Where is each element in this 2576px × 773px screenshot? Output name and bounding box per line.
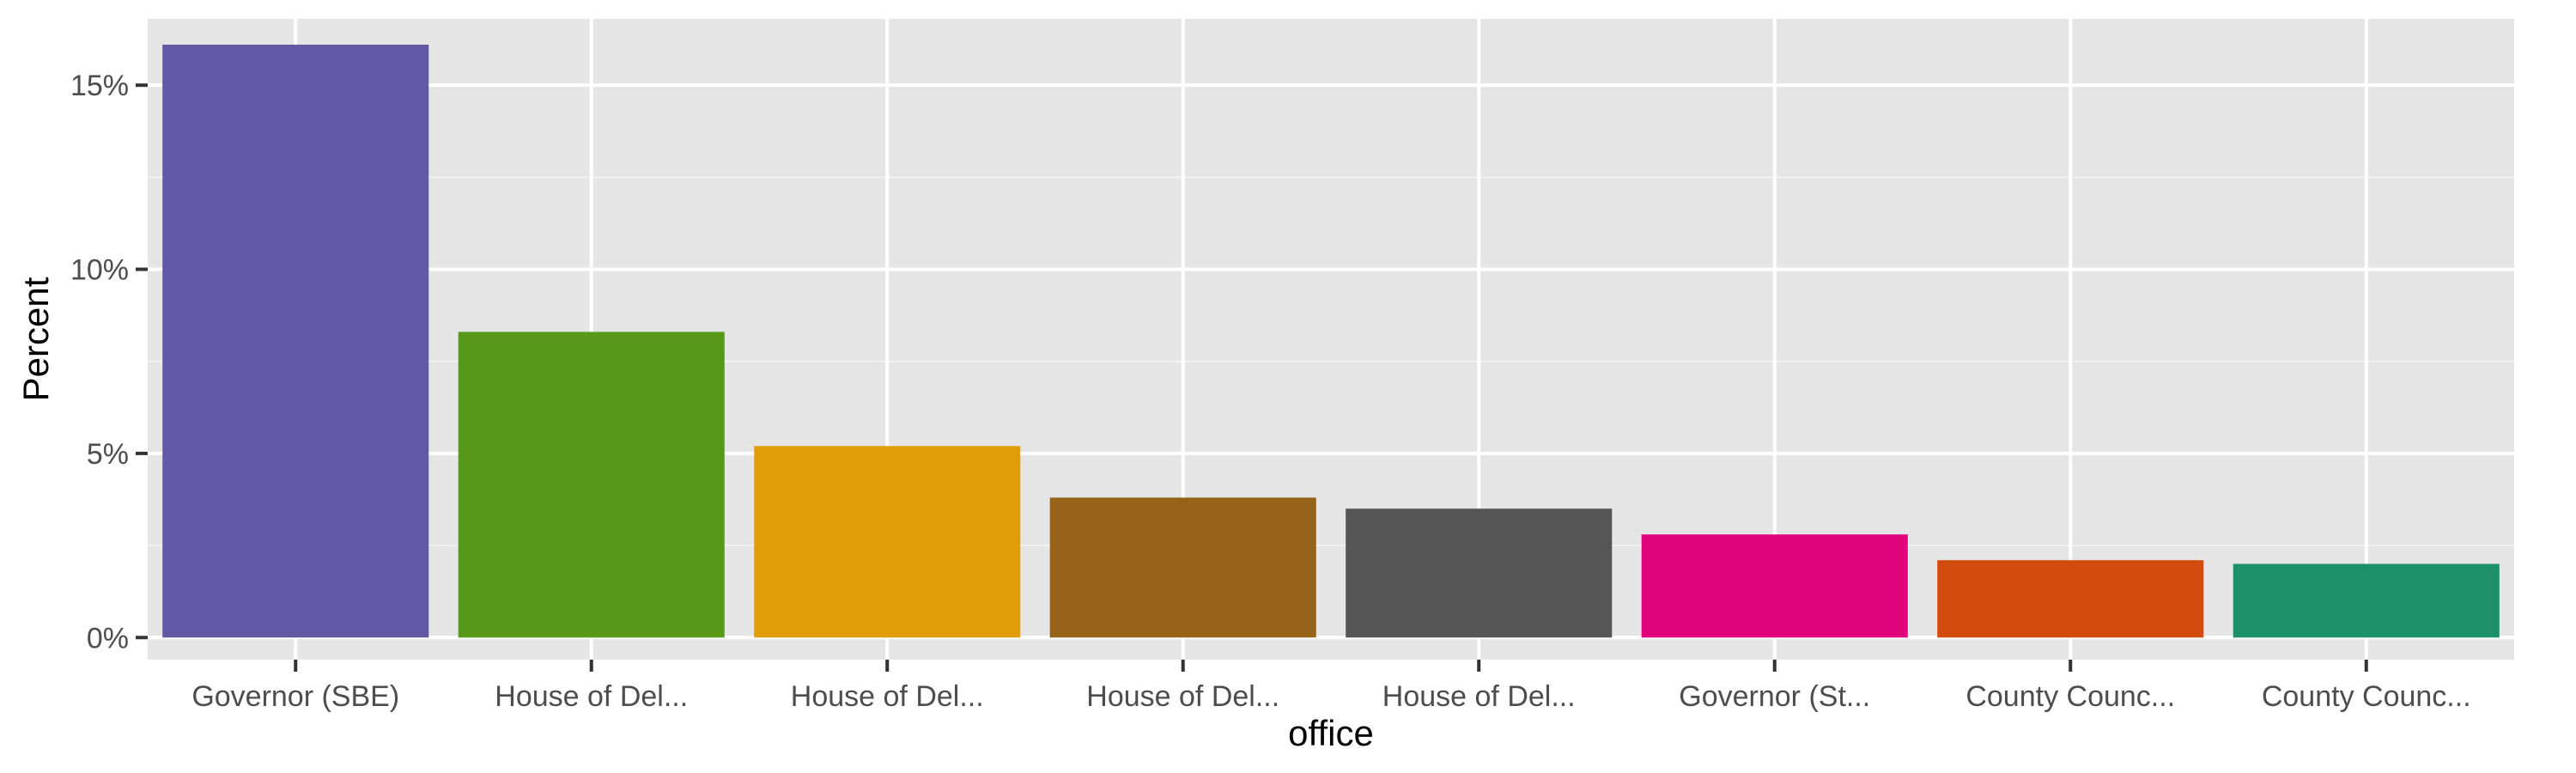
bar	[162, 45, 429, 638]
bar	[458, 332, 725, 638]
x-tick-label: Governor (St...	[1679, 680, 1870, 713]
x-tick-label: Governor (SBE)	[191, 680, 399, 713]
y-axis-title: Percent	[15, 277, 56, 401]
x-tick-label: House of Del...	[495, 680, 688, 713]
x-tick-label: House of Del...	[791, 680, 984, 713]
y-tick-label: 0%	[87, 622, 129, 654]
bar	[1346, 508, 1613, 638]
y-tick-label: 5%	[87, 438, 129, 471]
bars	[162, 45, 2500, 638]
x-tick-label: House of Del...	[1086, 680, 1279, 713]
y-tick-label: 15%	[70, 70, 129, 102]
x-tick-label: House of Del...	[1382, 680, 1576, 713]
y-tick-label: 10%	[70, 254, 129, 287]
bar	[754, 446, 1021, 638]
bar	[1049, 497, 1316, 638]
bar	[1937, 560, 2204, 638]
x-tick-label: County Counc...	[2262, 680, 2471, 713]
x-tick-label: County Counc...	[1965, 680, 2175, 713]
y-axis: 0% 5% 10% 15%	[70, 70, 148, 654]
bar	[1641, 534, 1908, 638]
x-axis-title: office	[1288, 713, 1374, 753]
x-axis: Governor (SBE) House of Del... House of De…	[191, 660, 2471, 713]
bar	[2233, 563, 2500, 638]
